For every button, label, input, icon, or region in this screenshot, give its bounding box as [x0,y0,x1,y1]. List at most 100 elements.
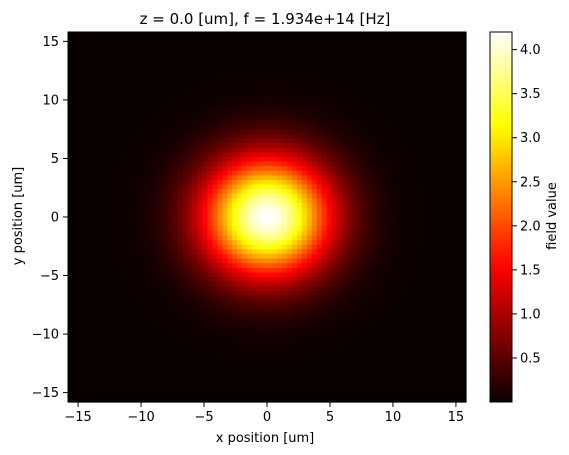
heatmap-cell [271,244,278,250]
heatmap-cell [331,147,338,153]
heatmap-cell [296,147,303,153]
heatmap-cell [237,115,243,121]
heatmap-cell [137,291,144,297]
heatmap-cell [217,309,223,315]
heatmap-cell [356,92,363,98]
heatmap-cell [291,133,298,139]
heatmap-cell [301,73,308,79]
heatmap-cell [212,41,218,47]
heatmap-cell [112,96,119,102]
heatmap-cell [446,207,452,213]
heatmap-cell [107,286,114,292]
heatmap-cell [351,263,358,269]
heatmap-cell [321,133,328,139]
heatmap-cell [321,258,328,264]
heatmap-cell [456,291,462,297]
heatmap-cell [147,272,154,278]
heatmap-cell [102,73,109,79]
heatmap-cell [142,50,149,56]
heatmap-cell [421,263,427,269]
heatmap-cell [451,55,457,61]
heatmap-cell [391,161,397,167]
heatmap-cell [286,235,293,241]
heatmap-cell [326,221,333,227]
heatmap-cell [421,101,427,107]
heatmap-cell [396,156,402,163]
heatmap-cell [431,96,437,102]
heatmap-cell [92,156,99,163]
heatmap-cell [271,281,278,287]
heatmap-cell [247,106,253,112]
heatmap-cell [371,138,378,144]
heatmap-cell [276,230,283,237]
heatmap-cell [222,110,228,116]
heatmap-cell [257,189,263,195]
heatmap-cell [202,129,208,135]
heatmap-cell [456,217,462,223]
heatmap-cell [336,226,343,232]
heatmap-cell [152,161,159,167]
heatmap-cell [172,203,179,209]
heatmap-cell [411,73,417,79]
heatmap-cell [217,184,223,190]
heatmap-cell [366,203,373,209]
heatmap-cell [291,166,298,172]
heatmap-cell [326,64,333,70]
heatmap-cell [461,207,467,213]
heatmap-cell [68,291,74,297]
heatmap-cell [361,87,368,93]
heatmap-cell [102,87,109,93]
heatmap-cell [291,147,298,153]
heatmap-cell [281,82,288,89]
heatmap-cell [222,59,228,65]
heatmap-cell [257,152,263,158]
heatmap-cell [97,36,104,42]
heatmap-cell [356,286,363,292]
heatmap-cell [132,193,139,200]
heatmap-cell [451,45,457,52]
heatmap-cell [406,161,412,167]
heatmap-cell [456,226,462,232]
heatmap-cell [271,277,278,283]
heatmap-cell [87,59,94,65]
heatmap-cell [281,193,288,200]
heatmap-cell [301,55,308,61]
heatmap-cell [406,45,412,52]
heatmap-cell [381,32,387,38]
heatmap-cell [232,193,238,200]
heatmap-cell [262,189,268,195]
heatmap-cell [212,254,218,260]
heatmap-cell [102,295,109,301]
heatmap-cell [207,175,213,181]
heatmap-cell [222,50,228,56]
heatmap-cell [361,73,368,79]
heatmap-cell [112,281,119,287]
heatmap-cell [316,304,323,311]
heatmap-cell [291,55,298,61]
heatmap-cell [381,50,387,56]
heatmap-cell [306,272,313,278]
heatmap-cell [446,101,452,107]
heatmap-cell [391,64,397,70]
heatmap-cell [68,217,74,223]
heatmap-cell [276,138,283,144]
heatmap-cell [296,82,303,89]
heatmap-cell [197,226,203,232]
heatmap-cell [406,110,412,116]
heatmap-cell [421,221,427,227]
heatmap-cell [436,73,442,79]
heatmap-cell [291,203,298,209]
heatmap-cell [257,64,263,70]
heatmap-cell [112,124,119,130]
heatmap-cell [87,32,94,38]
heatmap-cell [371,73,378,79]
heatmap-cell [87,244,94,250]
heatmap-cell [371,189,378,195]
heatmap-cell [117,217,124,223]
heatmap-cell [252,115,258,121]
heatmap-cell [112,314,119,320]
heatmap-cell [396,64,402,70]
heatmap-cell [406,147,412,153]
heatmap-cell [257,50,263,56]
heatmap-cell [177,166,184,172]
